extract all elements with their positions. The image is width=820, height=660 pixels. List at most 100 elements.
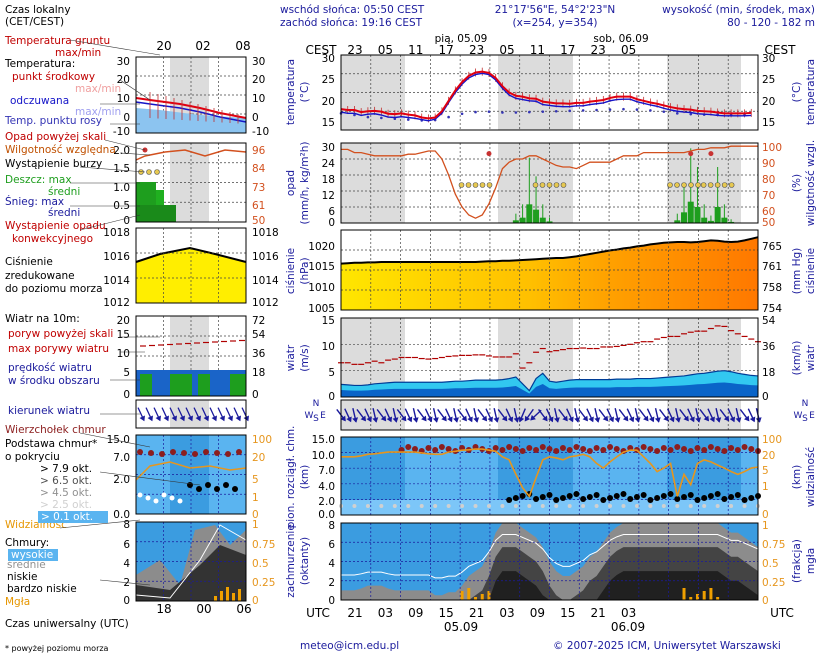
wind-arrow: [445, 408, 453, 423]
footer-email[interactable]: meteo@icm.edu.pl: [300, 640, 400, 652]
wind-arrow: [530, 409, 542, 421]
cloud-base-dot: [660, 493, 667, 499]
cl-tick-left: 4: [328, 558, 335, 570]
cloud-top-dot: [533, 447, 540, 453]
wind-arrow-head: [386, 416, 393, 423]
wind-arrow: [659, 408, 669, 422]
cloud-top-dot: [573, 444, 580, 450]
mini-wind-arrow: [169, 407, 177, 422]
wind-arrow-head: [487, 416, 493, 423]
legend-label: Wystąpienie burzy: [5, 158, 102, 170]
cloud-top-dot: [526, 445, 533, 451]
cloud-base-dot-low: [513, 504, 518, 508]
wind-arrow-head: [709, 416, 715, 423]
storm-marker: [695, 182, 701, 188]
wind-arrow-head: [562, 415, 568, 422]
dew-point-dot: [353, 113, 356, 117]
wind-arrow: [352, 408, 359, 423]
cl-panel-border: [340, 522, 759, 601]
wind-arrow-head: [392, 417, 399, 423]
prec-tick-left: 6: [328, 206, 335, 218]
legend-label: Chmury:: [5, 537, 49, 549]
cloud-base-dot: [721, 496, 728, 502]
cloud-base-dot-low: [729, 504, 734, 508]
storm-marker: [688, 182, 694, 188]
wind-arrow-head: [441, 415, 447, 422]
cloud-base-dot-low: [554, 504, 559, 508]
hum-tick-right: 50: [762, 217, 775, 229]
wind-arrow: [493, 408, 500, 423]
mini-wind-arrow-head: [171, 415, 177, 422]
mini-cl-tick-left: 8: [123, 519, 130, 531]
dew-point-dot: [689, 112, 693, 116]
cloud-base-dot: [687, 492, 694, 498]
cloud-base-dot-low: [392, 504, 397, 508]
mini-press-line: [135, 246, 247, 263]
mini-cloud-base-dot: [223, 482, 229, 488]
wind-arrow-head: [663, 415, 669, 422]
dew-point-dot: [554, 109, 558, 113]
legend-label: prędkość wiatru: [8, 362, 92, 374]
header-sunrise: wschód słońca: 05:50 CEST: [280, 4, 425, 16]
dew-point-dot: [460, 112, 464, 116]
storm-marker: [532, 182, 539, 188]
storm-marker: [458, 182, 465, 188]
main-tz-utc-right: UTC: [770, 606, 794, 620]
mini-wind-tick-left: 0: [123, 389, 130, 401]
cloud-base-dot: [519, 493, 526, 499]
legend-label: Ciśnienie: [5, 256, 53, 268]
main-top-hour: 17: [560, 43, 575, 57]
prec-tick-left: 24: [322, 158, 336, 170]
cl-tick-left: 2: [328, 577, 335, 589]
wind-arrow-head: [553, 417, 560, 423]
wind-axis-label-right: wiatr: [805, 344, 817, 371]
storm-marker: [707, 182, 714, 188]
mini-cloud-base-dot-low: [161, 492, 167, 498]
temp-panel-night: [667, 55, 741, 130]
cloud-base-dot: [613, 493, 620, 499]
main-bottom-hour: 09: [408, 606, 423, 620]
hum-tick-right: 70: [762, 190, 775, 202]
wind-arrow-head: [729, 416, 736, 423]
cloud-base-dot: [674, 496, 681, 502]
mini-wind-tick-left: 15: [117, 329, 130, 341]
fr-tick-right: 0.25: [762, 577, 785, 589]
wind-arrow: [404, 408, 413, 423]
wind-arrow: [586, 408, 594, 423]
mini-prec-tick-left: 1.0: [113, 182, 130, 194]
legend-label: o pokryciu: [5, 451, 60, 463]
mini-prec-tick-left: 0: [123, 215, 130, 227]
windkmh-axis-unit: (km/h): [791, 341, 803, 376]
cloud-top-dot: [432, 447, 439, 453]
mini-wind-arrow: [185, 407, 193, 422]
wind-arrow-head: [602, 415, 609, 422]
wind-arrow: [634, 408, 641, 423]
mini-windkmh-tick-right: 0: [252, 389, 259, 401]
main-top-hour: 05: [378, 43, 393, 57]
fr-tick-right: 1: [762, 520, 769, 532]
legend-label: kierunek wiatru: [8, 405, 90, 417]
prec-tick-left: 0: [328, 217, 335, 229]
cloud-base-dot-low: [379, 504, 384, 508]
cloud-base-dot: [620, 491, 627, 497]
wind-arrow-head: [400, 415, 407, 422]
legend-label: wysokie: [11, 549, 53, 561]
wind-arrow-head: [749, 416, 756, 423]
mini-hum-tick-right: 84: [252, 163, 266, 175]
wind-arrow-head: [683, 415, 689, 422]
wind-arrow-head: [467, 416, 473, 423]
main-bottom-hour: 21: [591, 606, 606, 620]
high-cloud-line: [341, 534, 759, 579]
cloud-base-dot-low: [406, 504, 411, 508]
cloud-top-dot: [519, 448, 526, 454]
mini-press-tick-left: 1018: [103, 227, 130, 239]
hum-tick-right: 80: [762, 174, 775, 186]
wind-arrow: [558, 408, 568, 422]
cloud-top-dot: [640, 444, 647, 450]
mini-prec-tick-left: 1.5: [113, 163, 130, 175]
cl-tick-left: 8: [328, 520, 335, 532]
wind-arrow: [735, 408, 742, 423]
cloud-base-dot-low: [352, 504, 357, 508]
dew-point-dot: [581, 109, 585, 112]
mini-bottom-hour: 00: [196, 602, 211, 616]
